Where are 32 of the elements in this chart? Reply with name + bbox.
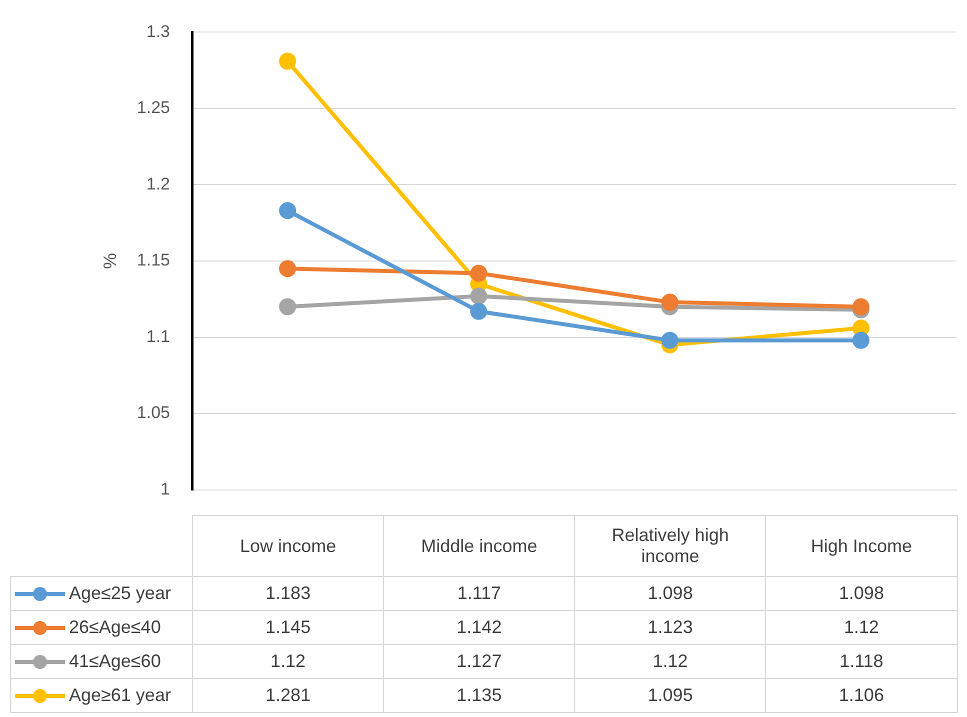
data-label: 1.098 [574,576,766,610]
x-tick-label: Relatively high income [574,516,766,576]
y-tick-label: 1.3 [146,22,170,41]
data-label: 1.127 [384,644,575,678]
data-label: 1.123 [574,610,766,644]
data-label: 1.142 [384,610,575,644]
data-label: 1.12 [766,610,957,644]
data-label: 1.145 [192,610,384,644]
data-label: 1.12 [574,644,766,678]
x-tick-label: High Income [766,516,957,576]
y-tick-label: 1.2 [146,174,170,194]
data-label: 1.106 [766,678,957,712]
y-tick-label: 1.05 [136,403,170,422]
y-tick-label: 1 [160,479,170,498]
data-label: 1.12 [192,644,384,678]
data-label: 1.118 [766,644,957,678]
data-label: 1.135 [384,678,575,712]
data-label: 1.281 [192,678,384,712]
x-tick-label: Middle income [384,516,575,576]
y-tick-label: 1.15 [136,250,170,270]
legend-label: Age≤25 year [10,576,192,610]
y-tick-label: 1.25 [136,98,170,118]
y-tick-label: 1.1 [146,326,170,346]
data-label: 1.183 [192,576,384,610]
legend-label: 26≤Age≤40 [10,610,192,644]
data-label: 1.098 [766,576,957,610]
data-label: 1.117 [384,576,575,610]
legend-label: Age≥61 year [10,678,192,712]
y-axis-title: % [100,252,120,270]
data-label: 1.095 [574,678,766,712]
x-tick-label: Low income [192,516,384,576]
legend-label: 41≤Age≤60 [10,644,192,678]
